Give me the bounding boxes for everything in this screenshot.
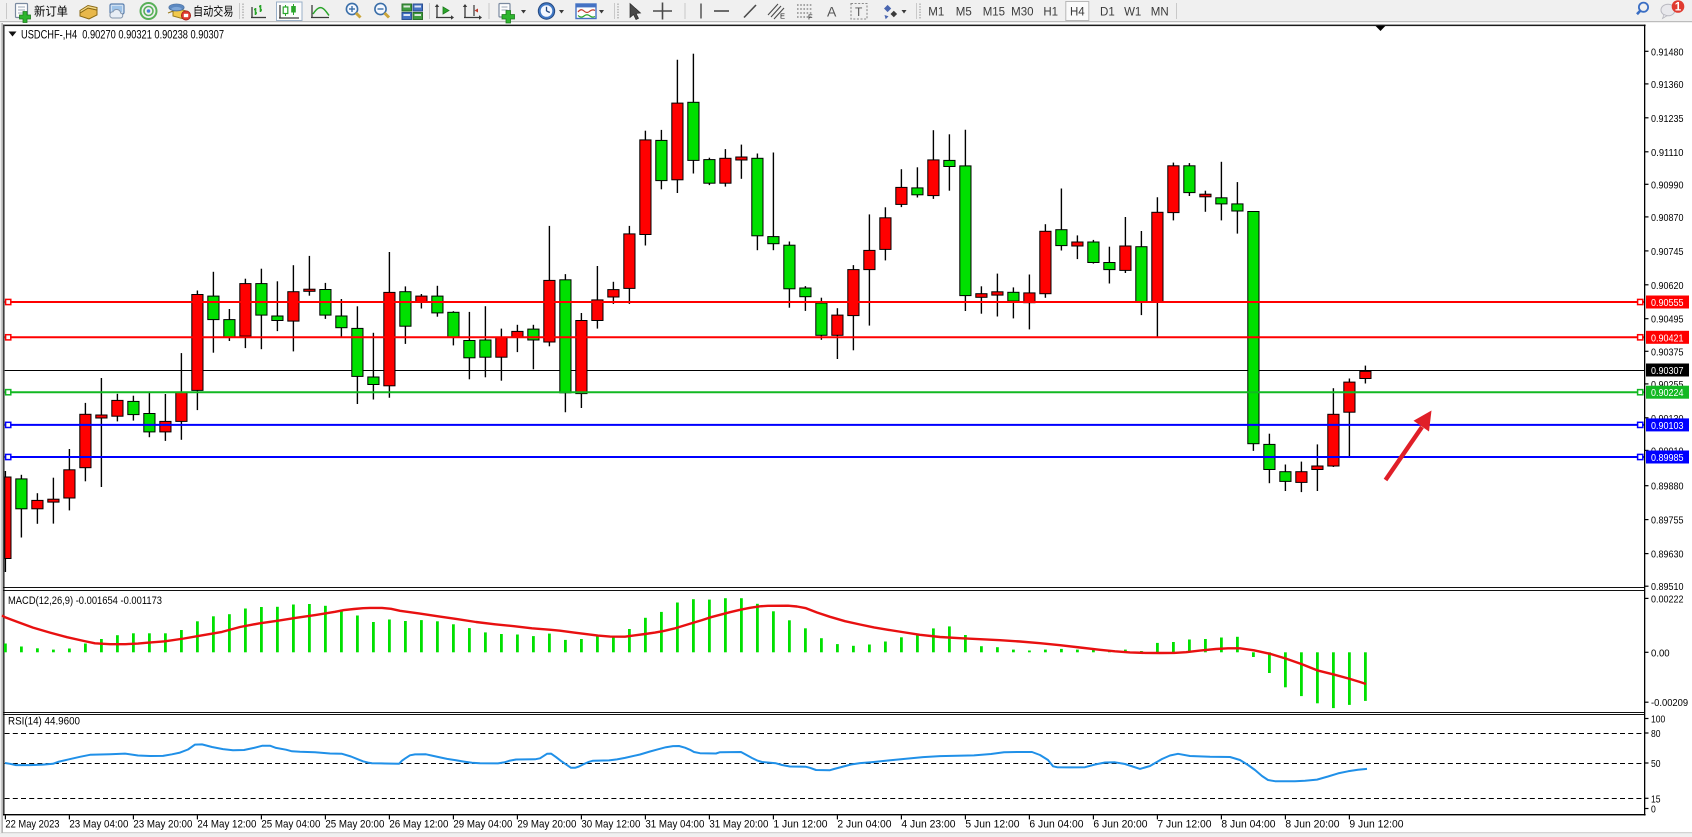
svg-text:8 Jun 04:00: 8 Jun 04:00 bbox=[1221, 819, 1275, 831]
svg-text:4 Jun 23:00: 4 Jun 23:00 bbox=[901, 819, 955, 831]
svg-text:0.90990: 0.90990 bbox=[1651, 179, 1684, 191]
svg-text:1: 1 bbox=[1675, 2, 1682, 14]
svg-text:0: 0 bbox=[1651, 804, 1656, 816]
svg-text:31 May 04:00: 31 May 04:00 bbox=[645, 819, 704, 831]
svg-text:E: E bbox=[780, 12, 785, 21]
svg-text:30 May 12:00: 30 May 12:00 bbox=[581, 819, 640, 831]
svg-text:24 May 12:00: 24 May 12:00 bbox=[197, 819, 256, 831]
svg-text:8 Jun 20:00: 8 Jun 20:00 bbox=[1285, 819, 1339, 831]
svg-text:0.89510: 0.89510 bbox=[1651, 581, 1684, 593]
svg-text:自动交易: 自动交易 bbox=[193, 4, 234, 19]
svg-text:0.90620: 0.90620 bbox=[1651, 280, 1684, 292]
svg-text:0.91480: 0.91480 bbox=[1651, 46, 1684, 58]
svg-text:F: F bbox=[808, 13, 813, 22]
svg-text:0.90745: 0.90745 bbox=[1651, 246, 1684, 258]
svg-text:23 May 20:00: 23 May 20:00 bbox=[133, 819, 192, 831]
svg-text:6 Jun 20:00: 6 Jun 20:00 bbox=[1093, 819, 1147, 831]
svg-text:-0.00209: -0.00209 bbox=[1651, 697, 1688, 709]
svg-text:6 Jun 04:00: 6 Jun 04:00 bbox=[1029, 819, 1083, 831]
svg-text:23 May 04:00: 23 May 04:00 bbox=[69, 819, 128, 831]
svg-text:RSI(14) 44.9600: RSI(14) 44.9600 bbox=[8, 716, 80, 728]
svg-text:31 May 20:00: 31 May 20:00 bbox=[709, 819, 768, 831]
svg-text:0.00: 0.00 bbox=[1651, 647, 1670, 659]
svg-text:0.90870: 0.90870 bbox=[1651, 212, 1684, 224]
svg-text:29 May 04:00: 29 May 04:00 bbox=[453, 819, 512, 831]
svg-text:25 May 04:00: 25 May 04:00 bbox=[261, 819, 320, 831]
svg-text:A: A bbox=[827, 4, 837, 20]
svg-text:0.90421: 0.90421 bbox=[1651, 332, 1684, 344]
svg-text:0.90307: 0.90307 bbox=[1651, 365, 1684, 377]
svg-text:0.89630: 0.89630 bbox=[1651, 549, 1684, 561]
svg-text:9 Jun 12:00: 9 Jun 12:00 bbox=[1349, 819, 1403, 831]
svg-text:0.91235: 0.91235 bbox=[1651, 113, 1684, 125]
svg-text:USDCHF-,H4 0.90270 0.90321 0.: USDCHF-,H4 0.90270 0.90321 0.90238 0.903… bbox=[21, 28, 224, 42]
svg-text:0.90495: 0.90495 bbox=[1651, 314, 1684, 326]
svg-text:0.90103: 0.90103 bbox=[1651, 420, 1684, 432]
svg-text:MACD(12,26,9) -0.001654 -0.001: MACD(12,26,9) -0.001654 -0.001173 bbox=[8, 595, 162, 607]
svg-text:0.89755: 0.89755 bbox=[1651, 515, 1684, 527]
svg-text:T: T bbox=[855, 5, 863, 19]
svg-text:50: 50 bbox=[1651, 758, 1661, 770]
svg-text:25 May 20:00: 25 May 20:00 bbox=[325, 819, 384, 831]
svg-text:MN: MN bbox=[1151, 7, 1169, 19]
svg-text:26 May 12:00: 26 May 12:00 bbox=[389, 819, 448, 831]
svg-text:7 Jun 12:00: 7 Jun 12:00 bbox=[1157, 819, 1211, 831]
svg-text:新订单: 新订单 bbox=[34, 4, 68, 19]
svg-text:0.89985: 0.89985 bbox=[1651, 452, 1684, 464]
svg-text:H1: H1 bbox=[1043, 7, 1058, 19]
svg-text:0.91360: 0.91360 bbox=[1651, 79, 1684, 91]
svg-text:22 May 2023: 22 May 2023 bbox=[5, 819, 59, 831]
svg-text:0.90224: 0.90224 bbox=[1651, 387, 1684, 399]
svg-text:15: 15 bbox=[1651, 793, 1661, 805]
svg-text:80: 80 bbox=[1651, 728, 1661, 740]
svg-text:H4: H4 bbox=[1070, 7, 1085, 19]
svg-text:5 Jun 12:00: 5 Jun 12:00 bbox=[965, 819, 1019, 831]
svg-text:2 Jun 04:00: 2 Jun 04:00 bbox=[837, 819, 891, 831]
svg-text:M15: M15 bbox=[983, 7, 1005, 19]
svg-text:1 Jun 12:00: 1 Jun 12:00 bbox=[773, 819, 827, 831]
svg-text:0.89880: 0.89880 bbox=[1651, 481, 1684, 493]
svg-text:29 May 20:00: 29 May 20:00 bbox=[517, 819, 576, 831]
svg-text:0.00222: 0.00222 bbox=[1651, 593, 1684, 605]
svg-text:100: 100 bbox=[1651, 714, 1665, 726]
svg-text:0.90375: 0.90375 bbox=[1651, 346, 1684, 358]
svg-text:0.91110: 0.91110 bbox=[1651, 147, 1684, 159]
svg-text:M5: M5 bbox=[956, 7, 972, 19]
svg-text:W1: W1 bbox=[1124, 7, 1141, 19]
svg-text:M1: M1 bbox=[928, 7, 944, 19]
svg-text:0.90555: 0.90555 bbox=[1651, 297, 1684, 309]
svg-text:M30: M30 bbox=[1011, 7, 1033, 19]
svg-text:D1: D1 bbox=[1100, 7, 1115, 19]
